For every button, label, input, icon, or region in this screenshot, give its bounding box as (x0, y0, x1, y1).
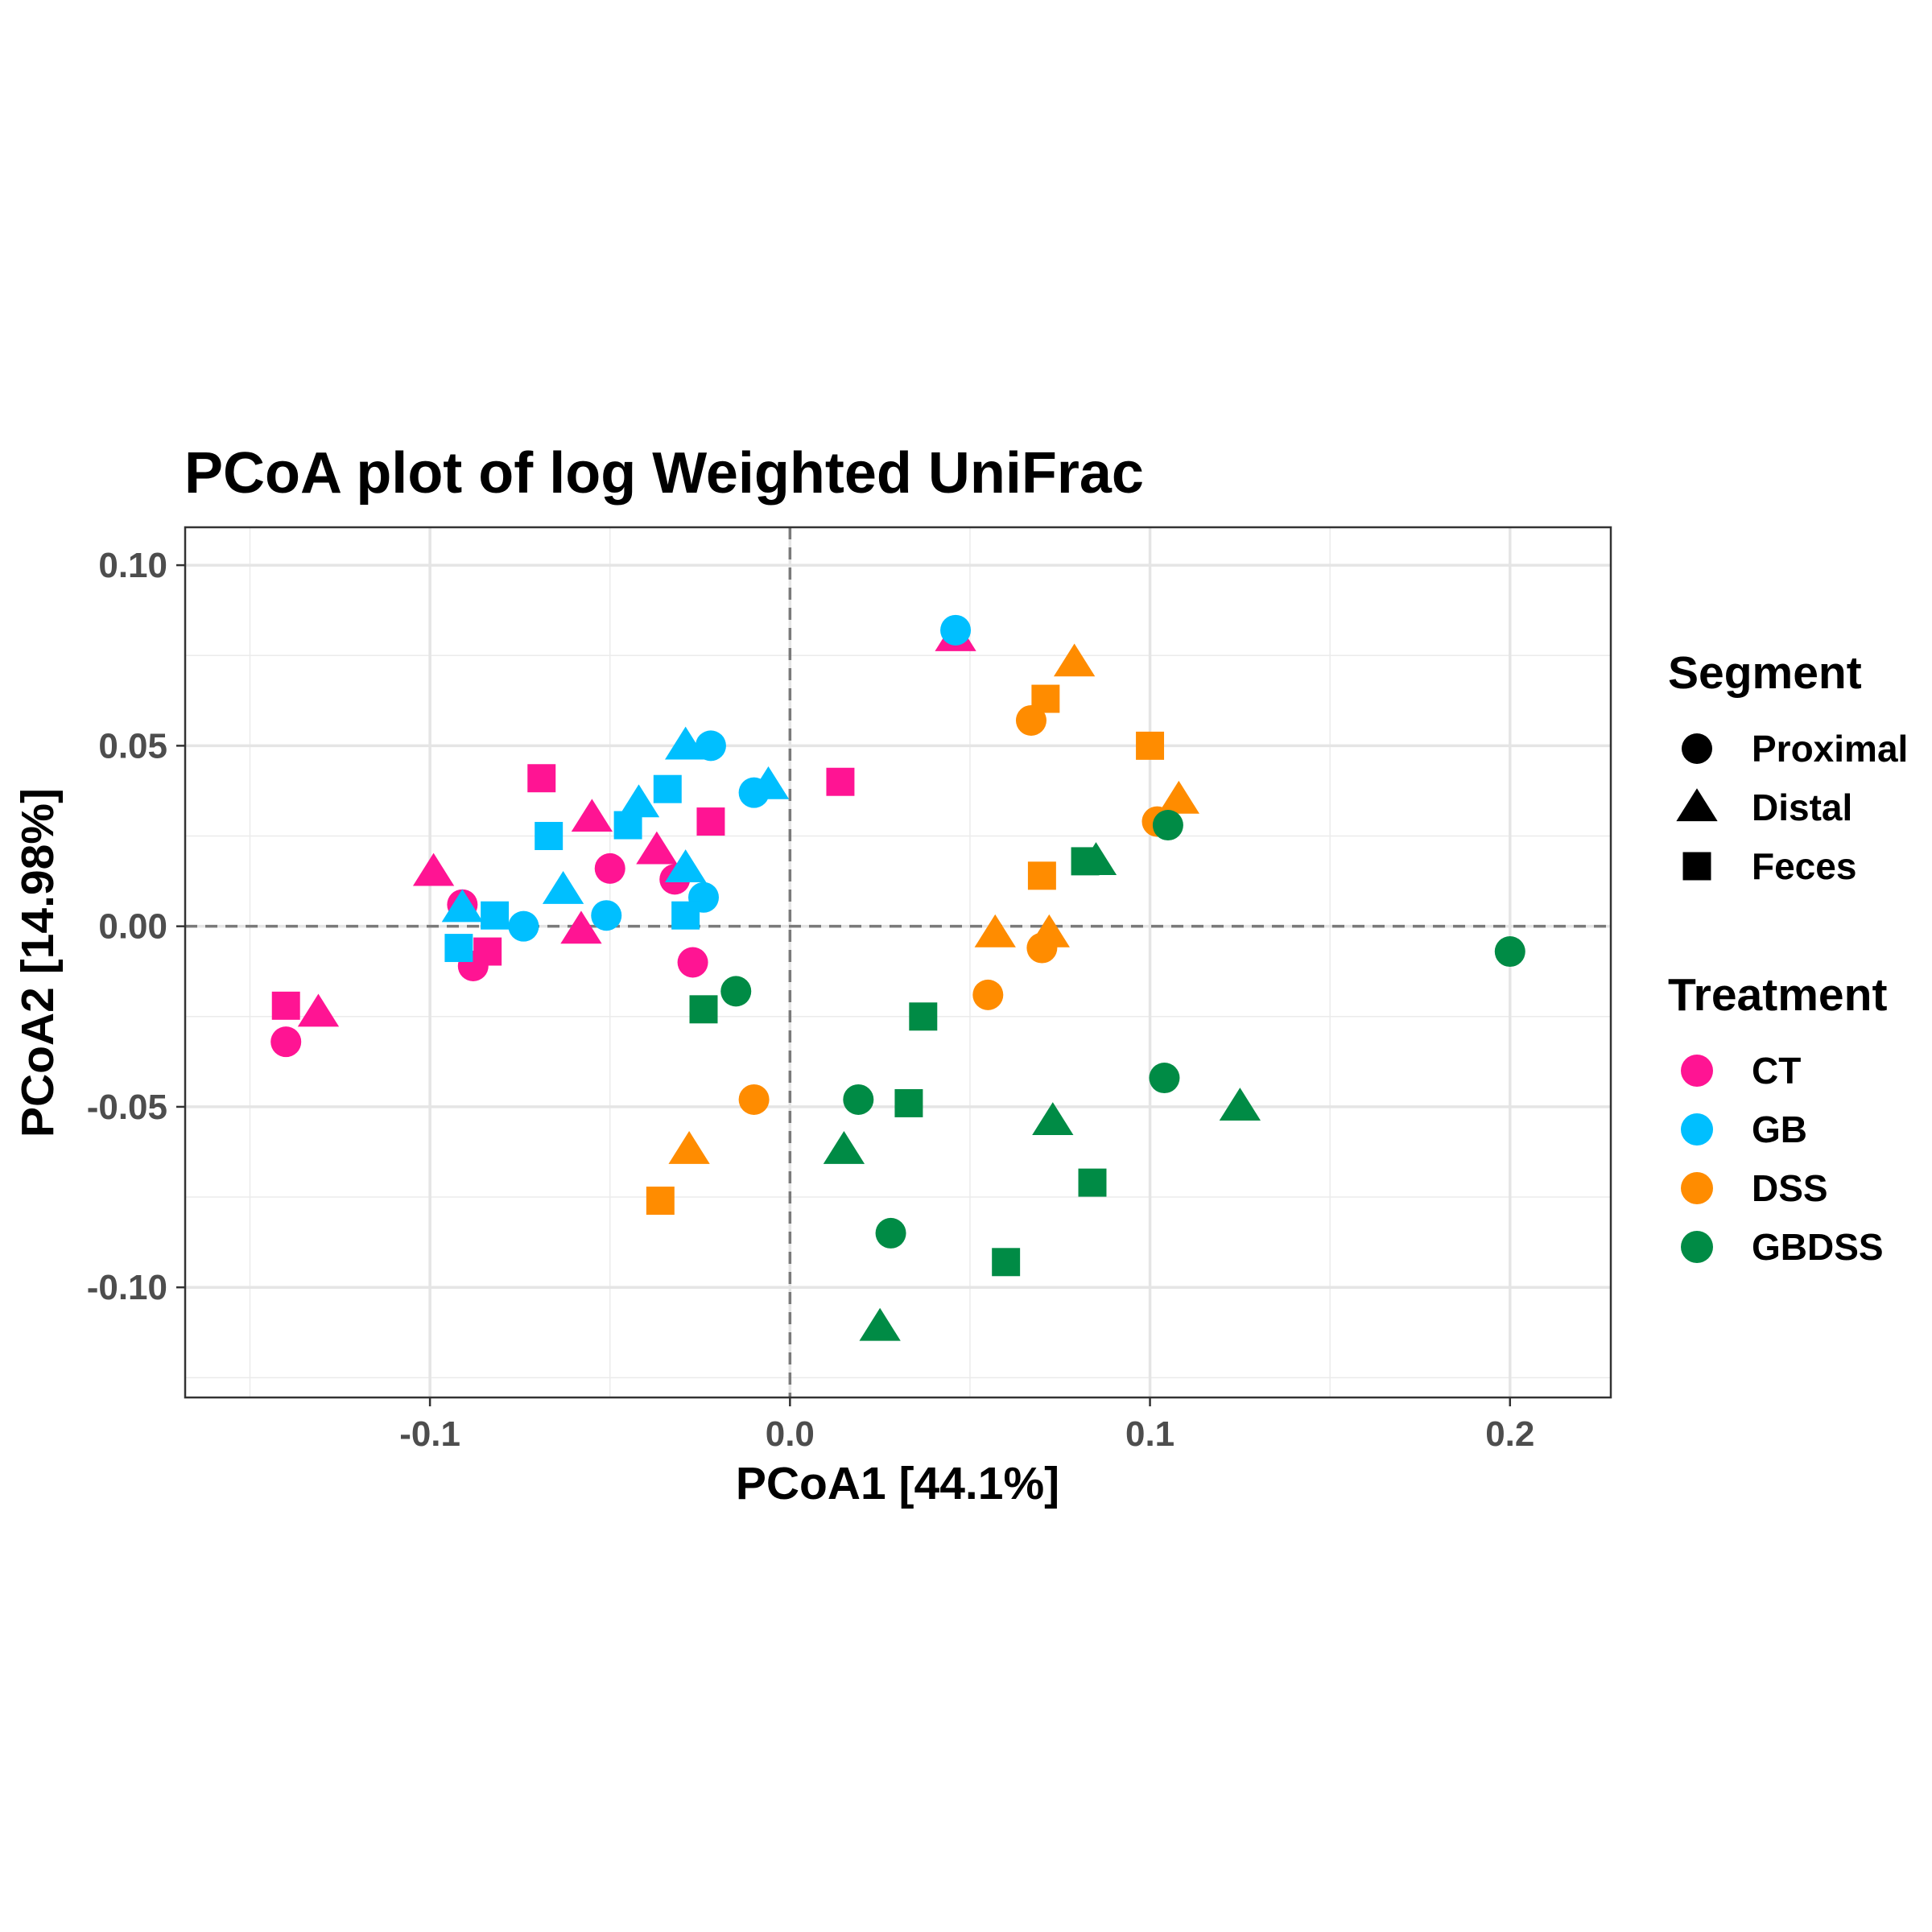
data-point-ct-feces (696, 807, 725, 836)
legend-key-distal (1676, 788, 1718, 822)
data-point-dss-proximal (738, 1084, 770, 1115)
data-point-ct-distal (636, 831, 678, 865)
data-point-gb-feces (671, 901, 700, 930)
data-point-gbdss-distal (1032, 1102, 1074, 1135)
reference-lines (185, 527, 1611, 1397)
data-point-gb-proximal (695, 730, 726, 762)
data-point-dss-distal (1158, 780, 1199, 814)
data-point-ct-feces (826, 767, 855, 796)
legend-title-treatment: Treatment (1668, 969, 1887, 1021)
data-point-ct-feces (527, 764, 556, 793)
data-point-ct-feces (473, 937, 502, 966)
data-point-gbdss-proximal (1152, 810, 1183, 841)
data-point-ct-feces (271, 991, 300, 1020)
y-tick-label: 0.05 (98, 726, 167, 766)
data-point-gbdss-feces (1078, 1168, 1107, 1197)
data-point-ct-proximal (677, 947, 708, 978)
legend-title-segment: Segment (1668, 647, 1862, 699)
legend-key-gb (1681, 1113, 1713, 1146)
grid-lines (185, 527, 1611, 1397)
data-point-gbdss-proximal (1149, 1063, 1180, 1094)
data-point-gb-feces (481, 901, 510, 930)
data-point-dss-feces (1136, 731, 1165, 760)
y-axis-title: PCoA2 [14.98%] (12, 788, 64, 1137)
data-point-gbdss-proximal (875, 1217, 906, 1249)
y-tick-label: 0.10 (98, 546, 167, 585)
plot-panel-border (184, 526, 1612, 1399)
data-point-gb-distal (617, 784, 660, 818)
x-tick-label: -0.1 (399, 1414, 460, 1454)
x-tick-label: 0.0 (766, 1414, 815, 1454)
legend-key-feces (1682, 852, 1711, 881)
data-point-gb-distal (441, 889, 484, 923)
legend-key-dss (1681, 1172, 1713, 1204)
data-point-gbdss-feces (909, 1002, 938, 1031)
data-point-gbdss-distal (859, 1307, 901, 1341)
data-point-gbdss-feces (1071, 847, 1100, 876)
data-point-gbdss-feces (992, 1248, 1021, 1277)
x-tick-label: 0.1 (1125, 1414, 1174, 1454)
data-point-gbdss-proximal (843, 1084, 874, 1115)
data-point-gb-proximal (940, 614, 972, 646)
legend-key-gbdss (1681, 1231, 1713, 1263)
data-point-dss-distal (1053, 643, 1096, 677)
data-point-dss-feces (646, 1187, 675, 1216)
legend-label-ct: CT (1752, 1050, 1801, 1092)
data-point-gb-proximal (508, 910, 539, 942)
data-point-gb-distal (664, 726, 707, 760)
data-point-ct-distal (571, 799, 613, 832)
data-point-gb-feces (613, 811, 642, 840)
data-point-dss-proximal (972, 979, 1004, 1010)
x-axis-title: PCoA1 [44.1%] (736, 1458, 1059, 1509)
legend: SegmentProximalDistalFecesTreatmentCTGBD… (1668, 647, 1908, 1268)
x-tick-label: 0.2 (1485, 1414, 1534, 1454)
data-point-gb-proximal (591, 900, 622, 931)
data-point-ct-proximal (270, 1026, 302, 1058)
data-point-dss-distal (668, 1130, 710, 1164)
data-point-gb-distal (747, 766, 790, 799)
axis-ticks: -0.1 0.0 0.1 0.2 -0.10 -0.05 0.00 0.05 0.10 (87, 546, 1535, 1454)
data-point-gb-distal (542, 871, 584, 904)
data-point-dss-distal (974, 914, 1016, 947)
y-tick-label: -0.10 (87, 1268, 167, 1307)
data-point-ct-distal (560, 910, 602, 944)
data-point-gbdss-feces (894, 1088, 923, 1117)
legend-label-gb: GB (1752, 1108, 1807, 1150)
legend-label-gbdss: GBDSS (1752, 1226, 1884, 1268)
data-point-gb-feces (653, 774, 682, 803)
data-point-gb-distal (664, 849, 707, 882)
data-point-gb-feces (535, 822, 564, 850)
y-tick-label: 0.00 (98, 907, 167, 947)
legend-label-proximal: Proximal (1752, 728, 1908, 770)
data-point-ct-distal (297, 993, 340, 1027)
data-point-gbdss-feces (689, 995, 718, 1024)
legend-label-dss: DSS (1752, 1167, 1828, 1209)
chart-title: PCoA plot of log Weighted UniFrac (184, 441, 1144, 506)
data-point-gbdss-proximal (720, 976, 752, 1007)
data-points (270, 614, 1525, 1341)
data-point-dss-distal (1028, 914, 1070, 947)
legend-key-ct (1681, 1055, 1713, 1087)
data-point-gbdss-distal (823, 1130, 865, 1164)
legend-label-feces: Feces (1752, 845, 1856, 887)
legend-label-distal: Distal (1752, 786, 1852, 828)
data-point-dss-feces (1027, 861, 1056, 890)
y-tick-label: -0.05 (87, 1088, 167, 1127)
legend-key-proximal (1682, 733, 1712, 764)
data-point-gb-feces (444, 934, 473, 963)
data-point-dss-feces (1031, 684, 1060, 713)
data-point-ct-proximal (594, 852, 625, 884)
data-point-gbdss-distal (1219, 1088, 1261, 1121)
data-point-ct-distal (412, 852, 455, 886)
data-point-gbdss-proximal (1494, 936, 1525, 968)
